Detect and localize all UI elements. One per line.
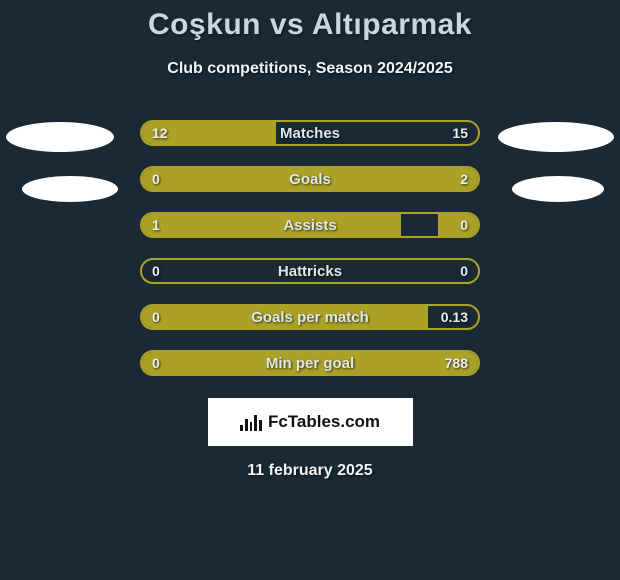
branding-badge[interactable]: FcTables.com bbox=[208, 398, 413, 446]
decorative-oval bbox=[498, 122, 614, 152]
bar-fill-left bbox=[142, 352, 478, 374]
stat-row: 0788Min per goal bbox=[0, 340, 620, 386]
date-label: 11 february 2025 bbox=[0, 462, 620, 480]
bar-fill-right bbox=[438, 214, 478, 236]
decorative-oval bbox=[6, 122, 114, 152]
comparison-card: Coşkun vs Altıparmak Club competitions, … bbox=[0, 0, 620, 480]
bar-track: 02Goals bbox=[140, 166, 480, 192]
bar-track: 10Assists bbox=[140, 212, 480, 238]
branding-text: FcTables.com bbox=[268, 412, 380, 432]
bar-track: 1215Matches bbox=[140, 120, 480, 146]
stat-label: Hattricks bbox=[142, 260, 478, 282]
bar-track: 0788Min per goal bbox=[140, 350, 480, 376]
bar-fill-left bbox=[142, 122, 276, 144]
stat-row: 00.13Goals per match bbox=[0, 294, 620, 340]
stat-value-right: 0 bbox=[450, 260, 478, 282]
stat-value-right: 15 bbox=[442, 122, 478, 144]
bar-fill-left bbox=[142, 306, 428, 328]
stat-value-right: 0.13 bbox=[431, 306, 478, 328]
page-title: Coşkun vs Altıparmak bbox=[0, 8, 620, 42]
stat-value-left: 0 bbox=[142, 260, 170, 282]
bar-track: 00.13Goals per match bbox=[140, 304, 480, 330]
bar-track: 0 0Hattricks bbox=[140, 258, 480, 284]
stat-rows: 1215Matches 02Goals 10Assists 0 0Hattricks 00… bbox=[0, 110, 620, 386]
decorative-oval bbox=[512, 176, 604, 202]
bar-fill-left bbox=[142, 168, 202, 190]
bar-fill-right bbox=[202, 168, 478, 190]
bar-fill-left bbox=[142, 214, 401, 236]
stat-row: 0 0Hattricks bbox=[0, 248, 620, 294]
subtitle: Club competitions, Season 2024/2025 bbox=[0, 60, 620, 78]
bar-chart-icon bbox=[240, 413, 262, 431]
stat-row: 10Assists bbox=[0, 202, 620, 248]
decorative-oval bbox=[22, 176, 118, 202]
